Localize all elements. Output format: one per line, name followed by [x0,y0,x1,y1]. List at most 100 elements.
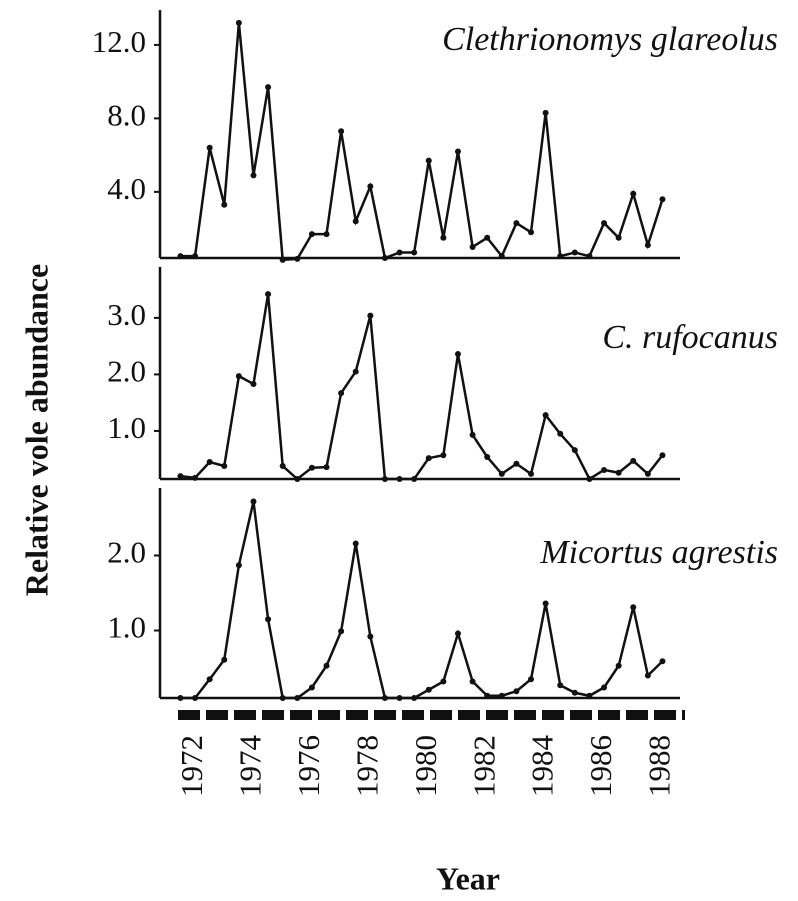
data-point [265,616,272,623]
data-point [659,452,666,459]
data-point [484,453,491,460]
data-point [411,249,418,256]
data-point [265,291,272,298]
data-point [235,562,242,569]
data-point [454,351,461,358]
data-point [308,684,315,691]
data-point [338,128,345,135]
data-point [513,688,520,695]
data-point [601,684,608,691]
data-point [367,312,374,319]
data-point [367,633,374,640]
data-point [571,249,578,256]
data-point [586,476,593,482]
data-point [644,242,651,249]
data-point [615,469,622,476]
data-point [381,695,388,701]
data-point [630,457,637,464]
data-point [425,157,432,164]
x-tick-label: 1980 [408,735,443,797]
data-point [279,256,286,263]
data-point [221,462,228,469]
y-tick-label: 12.0 [92,24,146,59]
data-point [601,466,608,473]
data-point [571,447,578,454]
x-tick-label: 1986 [583,735,618,797]
data-point [308,231,315,238]
data-point [586,692,593,699]
data-point [440,234,447,241]
x-tick-label: 1976 [291,735,326,797]
y-tick-label: 8.0 [107,97,146,132]
x-axis-label: Year [436,860,500,896]
data-line [180,22,664,262]
x-tick-label: 1978 [349,735,384,797]
data-point [484,234,491,241]
data-point [279,695,286,701]
data-point [615,662,622,669]
data-point [440,452,447,459]
data-point [396,695,403,701]
x-tick-label: 1972 [174,735,209,797]
data-point [542,412,549,419]
data-point [425,455,432,462]
data-point [557,430,564,437]
data-point [221,201,228,208]
data-point [250,172,257,179]
data-point [308,464,315,471]
data-point [513,460,520,467]
panel-title: Clethrionomys glareolus [442,21,778,58]
data-point [323,662,330,669]
y-tick-label: 4.0 [107,171,146,206]
data-point [250,498,257,505]
data-point [206,676,213,683]
data-point [469,678,476,685]
data-point [396,476,403,482]
data-point [177,473,184,480]
y-axis-label: Relative vole abundance [18,264,54,596]
data-point [498,692,505,699]
data-point [323,231,330,238]
y-tick-label: 3.0 [107,297,146,332]
data-point [279,462,286,469]
panel-title: C. rufocanus [602,319,778,356]
data-point [469,243,476,250]
x-tick-label: 1988 [642,735,677,797]
data-point [601,220,608,227]
data-point [294,255,301,262]
data-point [659,196,666,203]
data-point [192,474,199,481]
panel-title: Micortus agrestis [539,534,778,571]
data-point [235,19,242,26]
data-point [484,692,491,699]
data-point [177,253,184,260]
data-point [557,253,564,260]
y-tick-label: 1.0 [107,410,146,445]
data-point [542,109,549,116]
data-point [177,695,184,701]
data-point [630,604,637,611]
data-point [396,249,403,256]
data-point [542,600,549,607]
data-point [367,183,374,190]
data-point [615,234,622,241]
data-point [571,689,578,696]
data-point [221,656,228,663]
data-point [528,676,535,683]
data-point [644,672,651,679]
data-point [557,682,564,689]
data-point [498,470,505,477]
y-tick-label: 1.0 [107,610,146,645]
y-tick-label: 2.0 [107,535,146,570]
data-point [235,373,242,380]
data-point [528,470,535,477]
x-tick-label: 1984 [525,735,560,798]
data-point [498,253,505,260]
data-point [440,678,447,685]
data-point [454,148,461,155]
data-point [528,229,535,236]
data-point [586,253,593,260]
data-point [513,220,520,227]
data-point [352,368,359,375]
data-point [630,190,637,197]
